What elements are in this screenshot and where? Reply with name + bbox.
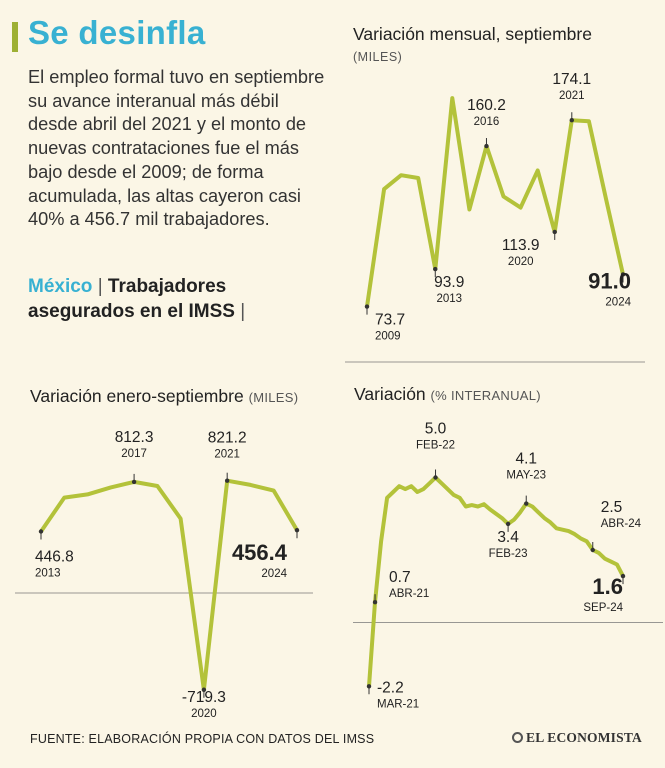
monthly-line-chart: 73.7 2009 93.9 2013 160.2 2016 113.9 2020 174.1 2… [345,71,645,363]
source-note: FUENTE: ELABORACIÓN PROPIA CON DATOS DEL… [30,732,375,746]
jansep-value-label-8: 821.2 [208,430,247,447]
subtitle-text: Trabajadores asegurados en el IMSS [28,276,235,322]
jansep-value-label-4: 812.3 [115,429,154,446]
jansep-unit: (MILES) [248,390,299,405]
jansep-date-label-7: 2020 [191,708,217,720]
yoy-date-label-1: ABR-21 [389,588,429,600]
yoy-point-marker-37 [590,547,595,553]
jansep-value-label-11: 456.4 [232,540,288,565]
yoy-title-text: Variación [354,384,426,404]
monthly-series-line [365,96,625,309]
jansep-series-line [39,478,299,692]
monthly-value-label-4: 93.9 [434,274,464,291]
monthly-point-marker-15 [620,272,626,277]
monthly-date-label-12: 2021 [559,90,585,102]
monthly-date-label-15: 2024 [605,296,631,308]
yoy-point-marker-11 [433,475,438,480]
yoy-point-marker-1 [372,600,378,605]
page-title: Se desinfla [28,14,206,51]
yoy-chart-title: Variación (% INTERANUAL) [354,384,541,405]
yoy-point-marker-26 [524,501,529,506]
yoy-unit: (% INTERANUAL) [430,388,541,403]
jansep-value-label-0: 446.8 [35,549,74,566]
country-label: México [28,276,93,297]
jansep-point-marker-4 [131,479,137,485]
jansep-title-text: Variación enero-septiembre [30,386,244,406]
yoy-value-label-42: 1.6 [592,574,623,599]
yoy-date-label-37: ABR-24 [601,518,642,530]
subtitle-end-mark: | [240,301,246,322]
monthly-date-label-4: 2013 [436,293,462,305]
yoy-line-chart: -2.2 MAR-21 0.7 ABR-21 5.0 FEB-22 3.4 FEB-23 4.1… [353,421,663,710]
yoy-value-label-23: 3.4 [497,529,519,546]
monthly-chart-unit: (MILES) [353,50,403,64]
monthly-date-label-0: 2009 [375,331,401,343]
monthly-chart-title: Variación mensual, septiembre [353,24,592,44]
monthly-value-label-15: 91.0 [588,268,631,293]
yoy-date-label-11: FEB-22 [416,440,455,452]
monthly-point-marker-7 [484,143,489,149]
title-accent-bar [12,22,18,52]
subtitle-separator: | [97,276,103,297]
jansep-point-marker-0 [38,529,44,534]
monthly-date-label-7: 2016 [474,116,500,128]
yoy-point-marker-0 [366,684,372,689]
jansep-chart-title: Variación enero-septiembre (MILES) [30,386,298,407]
monthly-value-label-12: 174.1 [552,71,591,88]
brand-globe-icon [512,732,523,743]
yoy-value-label-37: 2.5 [601,499,623,516]
yoy-date-label-0: MAR-21 [377,698,419,710]
jansep-line-chart: 446.8 2013 812.3 2017 -719.3 2020 821.2 2021 456… [15,429,313,720]
monthly-point-marker-12 [569,118,574,123]
jansep-date-label-0: 2013 [35,568,61,580]
monthly-date-label-11: 2020 [508,256,534,268]
yoy-series-line [367,475,625,689]
yoy-point-marker-42 [620,573,626,579]
jansep-point-marker-7 [201,687,207,692]
yoy-value-label-0: -2.2 [377,679,404,696]
yoy-value-label-11: 5.0 [425,421,447,438]
yoy-date-label-42: SEP-24 [583,602,623,614]
jansep-date-label-8: 2021 [214,449,240,461]
brand-logo: EL ECONOMISTA [512,730,642,746]
yoy-value-label-1: 0.7 [389,569,411,586]
monthly-value-label-7: 160.2 [467,97,506,114]
yoy-date-label-26: MAY-23 [506,470,546,482]
jansep-date-label-4: 2017 [121,448,147,460]
monthly-point-marker-4 [433,266,438,272]
monthly-value-label-0: 73.7 [375,312,405,329]
yoy-point-marker-23 [505,521,511,527]
jansep-point-marker-11 [294,528,300,533]
monthly-point-marker-11 [552,229,557,235]
jansep-point-marker-8 [224,478,230,483]
yoy-value-label-26: 4.1 [515,451,537,468]
monthly-value-label-11: 113.9 [502,237,540,254]
intro-text: El empleo formal tuvo en septiembre su a… [28,67,325,230]
monthly-point-marker-0 [364,304,370,309]
yoy-date-label-23: FEB-23 [489,548,528,560]
brand-name: EL ECONOMISTA [526,730,642,745]
subtitle-block: México | Trabajadores asegurados en el I… [28,274,338,324]
jansep-value-label-7: -719.3 [182,689,226,706]
jansep-date-label-11: 2024 [261,568,287,580]
